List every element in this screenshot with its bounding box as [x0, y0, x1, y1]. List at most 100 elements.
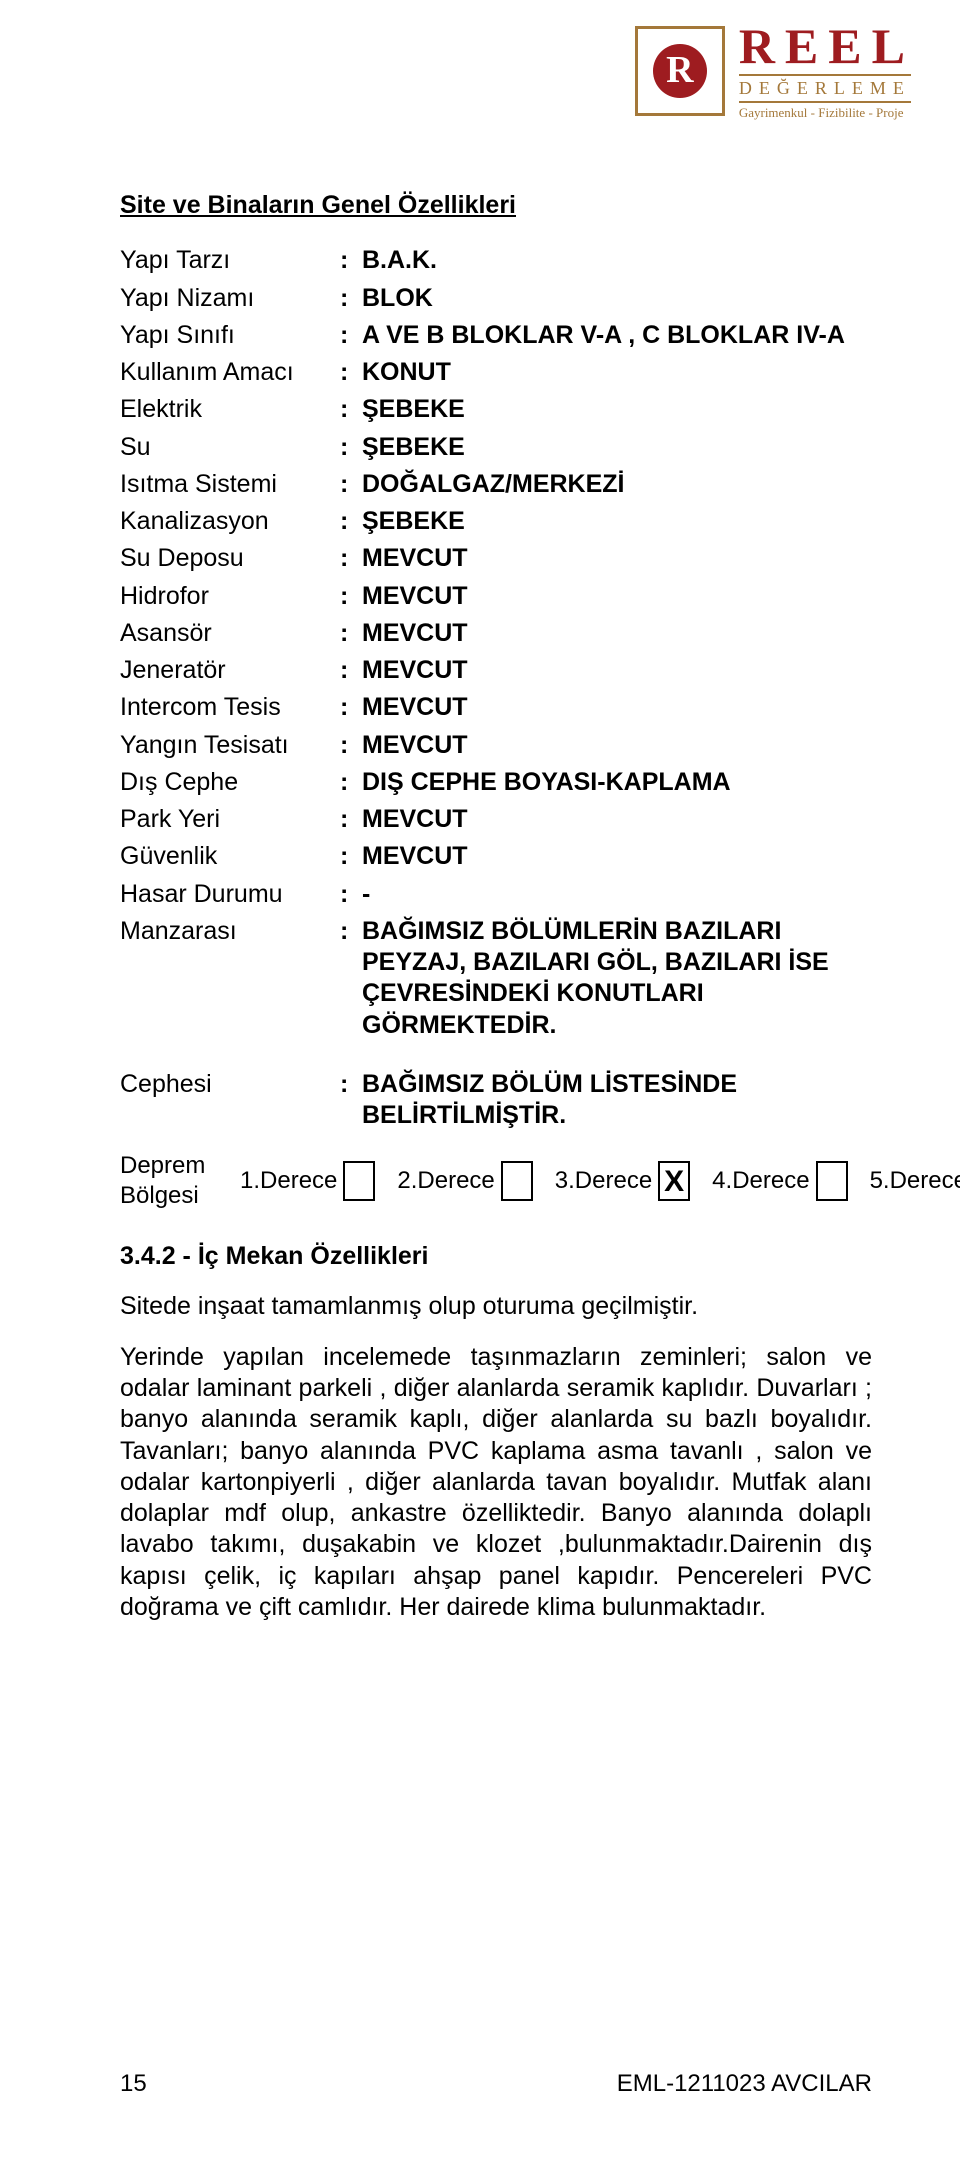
logo-text-block: REEL DEĞERLEME Gayrimenkul - Fizibilite … — [739, 20, 915, 121]
document-page: R REEL DEĞERLEME Gayrimenkul - Fizibilit… — [0, 0, 960, 2159]
subsection-heading: 3.4.2 - İç Mekan Özellikleri — [120, 1241, 872, 1272]
degree-option: 4.Derece — [712, 1161, 847, 1201]
property-value: KONUT — [362, 357, 872, 388]
company-logo: R REEL DEĞERLEME Gayrimenkul - Fizibilit… — [635, 20, 915, 121]
degree-checkbox — [343, 1161, 375, 1201]
property-value: BLOK — [362, 283, 872, 314]
document-id: EML-1211023 AVCILAR — [617, 2069, 872, 2099]
property-row: Su Deposu:MEVCUT — [120, 543, 872, 574]
colon: : — [340, 581, 362, 612]
logo-sub-text: DEĞERLEME — [739, 74, 911, 104]
colon: : — [340, 618, 362, 649]
colon: : — [340, 767, 362, 798]
property-row: Su:ŞEBEKE — [120, 432, 872, 463]
page-footer: 15 EML-1211023 AVCILAR — [120, 2069, 872, 2099]
property-row: Jeneratör:MEVCUT — [120, 655, 872, 686]
property-row: Hidrofor:MEVCUT — [120, 581, 872, 612]
property-label: Asansör — [120, 618, 340, 649]
property-value: ŞEBEKE — [362, 506, 872, 537]
property-value: ŞEBEKE — [362, 394, 872, 425]
property-row: Elektrik:ŞEBEKE — [120, 394, 872, 425]
property-label: Su Deposu — [120, 543, 340, 574]
logo-letter: R — [653, 44, 707, 98]
property-label: Elektrik — [120, 394, 340, 425]
colon: : — [340, 804, 362, 835]
property-value: BAĞIMSIZ BÖLÜMLERİN BAZILARI PEYZAJ, BAZ… — [362, 916, 872, 1041]
colon: : — [340, 506, 362, 537]
property-label: Park Yeri — [120, 804, 340, 835]
property-row: Dış Cephe:DIŞ CEPHE BOYASI-KAPLAMA — [120, 767, 872, 798]
property-row: Park Yeri:MEVCUT — [120, 804, 872, 835]
property-label: Intercom Tesis — [120, 692, 340, 723]
colon: : — [340, 432, 362, 463]
cephesi-label: Cephesi — [120, 1069, 340, 1132]
colon: : — [340, 916, 362, 1041]
property-label: Manzarası — [120, 916, 340, 1041]
body-paragraph: Yerinde yapılan incelemede taşınmazların… — [120, 1342, 872, 1623]
property-row: Yapı Sınıfı:A VE B BLOKLAR V-A , C BLOKL… — [120, 320, 872, 351]
logo-mark: R — [635, 26, 725, 116]
degree-option: 1.Derece — [240, 1161, 375, 1201]
property-value: A VE B BLOKLAR V-A , C BLOKLAR IV-A — [362, 320, 872, 351]
property-value: MEVCUT — [362, 804, 872, 835]
property-list: Yapı Tarzı:B.A.K. Yapı Nizamı:BLOK Yapı … — [120, 245, 872, 1041]
cephesi-value: BAĞIMSIZ BÖLÜM LİSTESİNDE BELİRTİLMİŞTİR… — [362, 1069, 872, 1132]
earthquake-zone-row: DepremBölgesi 1.Derece 2.Derece 3.Derece… — [120, 1151, 872, 1211]
colon: : — [340, 357, 362, 388]
property-label: Hasar Durumu — [120, 879, 340, 910]
property-row: Hasar Durumu:- — [120, 879, 872, 910]
property-value: MEVCUT — [362, 692, 872, 723]
property-value: MEVCUT — [362, 841, 872, 872]
colon: : — [340, 394, 362, 425]
colon: : — [340, 283, 362, 314]
property-value: DIŞ CEPHE BOYASI-KAPLAMA — [362, 767, 872, 798]
property-row: Yangın Tesisatı:MEVCUT — [120, 730, 872, 761]
property-label: Jeneratör — [120, 655, 340, 686]
degree-label: 3.Derece — [555, 1166, 652, 1196]
page-number: 15 — [120, 2069, 147, 2099]
cephesi-row: Cephesi : BAĞIMSIZ BÖLÜM LİSTESİNDE BELİ… — [120, 1069, 872, 1132]
property-label: Güvenlik — [120, 841, 340, 872]
property-row: Güvenlik:MEVCUT — [120, 841, 872, 872]
property-value: MEVCUT — [362, 730, 872, 761]
degree-checkbox — [816, 1161, 848, 1201]
property-row: Asansör:MEVCUT — [120, 618, 872, 649]
property-label: Yapı Tarzı — [120, 245, 340, 276]
degree-label: 4.Derece — [712, 1166, 809, 1196]
property-label: Kullanım Amacı — [120, 357, 340, 388]
colon: : — [340, 879, 362, 910]
property-row: Manzarası:BAĞIMSIZ BÖLÜMLERİN BAZILARI P… — [120, 916, 872, 1041]
property-label: Hidrofor — [120, 581, 340, 612]
degree-option: 5.Derece — [870, 1161, 960, 1201]
degree-option: 2.Derece — [397, 1161, 532, 1201]
colon: : — [340, 1069, 362, 1132]
section-heading: Site ve Binaların Genel Özellikleri — [120, 190, 872, 221]
degree-checkbox-checked: X — [658, 1161, 690, 1201]
colon: : — [340, 245, 362, 276]
earthquake-zone-label: DepremBölgesi — [120, 1151, 240, 1211]
property-value: MEVCUT — [362, 543, 872, 574]
property-value: MEVCUT — [362, 581, 872, 612]
property-row: Yapı Tarzı:B.A.K. — [120, 245, 872, 276]
property-row: Kanalizasyon:ŞEBEKE — [120, 506, 872, 537]
property-row: Yapı Nizamı:BLOK — [120, 283, 872, 314]
body-paragraph: Sitede inşaat tamamlanmış olup oturuma g… — [120, 1291, 872, 1322]
property-value: - — [362, 879, 872, 910]
property-label: Yapı Sınıfı — [120, 320, 340, 351]
property-value: MEVCUT — [362, 618, 872, 649]
colon: : — [340, 543, 362, 574]
logo-tagline: Gayrimenkul - Fizibilite - Proje — [739, 105, 904, 121]
property-row: Isıtma Sistemi:DOĞALGAZ/MERKEZİ — [120, 469, 872, 500]
degree-label: 5.Derece — [870, 1166, 960, 1196]
degree-label: 2.Derece — [397, 1166, 494, 1196]
property-value: MEVCUT — [362, 655, 872, 686]
property-value: ŞEBEKE — [362, 432, 872, 463]
colon: : — [340, 655, 362, 686]
property-value: DOĞALGAZ/MERKEZİ — [362, 469, 872, 500]
property-label: Kanalizasyon — [120, 506, 340, 537]
colon: : — [340, 730, 362, 761]
colon: : — [340, 841, 362, 872]
colon: : — [340, 469, 362, 500]
colon: : — [340, 320, 362, 351]
property-value: B.A.K. — [362, 245, 872, 276]
